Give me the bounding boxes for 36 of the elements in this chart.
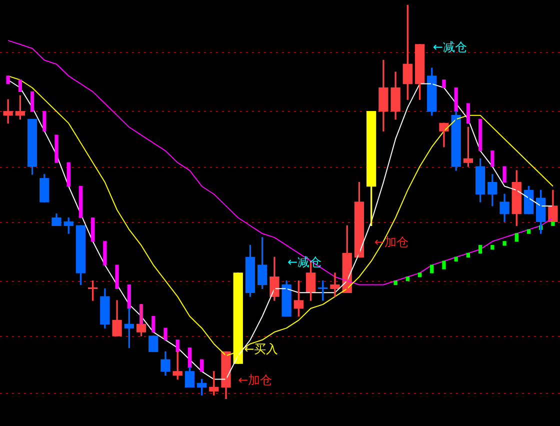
bar — [442, 260, 446, 270]
candlestick — [148, 336, 158, 352]
bar — [30, 91, 34, 112]
bar — [478, 245, 482, 254]
bar — [18, 80, 22, 92]
annotation: ←加仓 — [238, 373, 272, 388]
bar — [526, 229, 531, 234]
bar — [490, 245, 494, 250]
annotation: ←买入 — [244, 342, 278, 356]
bar — [478, 118, 482, 152]
bar — [514, 233, 518, 242]
annotation: ←减仓 — [432, 40, 467, 54]
bar — [200, 359, 204, 372]
bar — [418, 272, 422, 278]
bar — [66, 162, 70, 187]
bar — [90, 217, 95, 242]
bar — [466, 103, 470, 124]
bar — [394, 280, 398, 286]
bar — [551, 221, 555, 226]
bar — [54, 134, 58, 163]
bar — [502, 166, 506, 183]
bar — [78, 186, 83, 218]
bar — [490, 150, 494, 167]
bar — [42, 111, 46, 132]
bar — [430, 264, 434, 274]
bar — [442, 80, 446, 88]
bar — [152, 316, 156, 332]
bar — [466, 252, 470, 258]
bar — [406, 276, 410, 282]
bar — [6, 76, 10, 84]
bar — [164, 328, 168, 340]
bar — [188, 347, 192, 368]
bar — [454, 256, 458, 262]
bar — [502, 241, 506, 246]
bar — [115, 264, 119, 290]
bar — [103, 241, 107, 266]
